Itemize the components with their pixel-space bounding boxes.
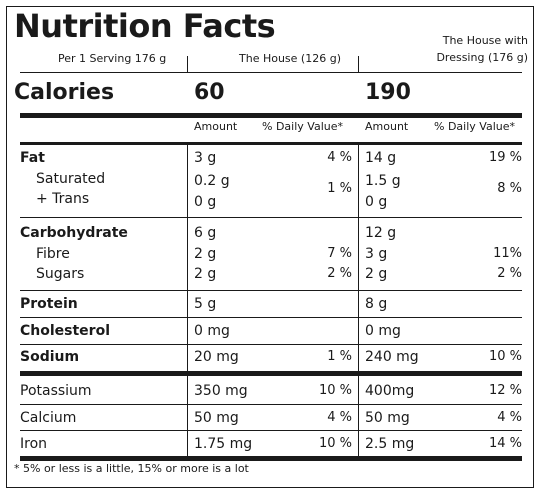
carbohydrate-label: Carbohydrate xyxy=(20,225,128,241)
rule xyxy=(20,317,522,318)
iron-col2-dv: 14 % xyxy=(488,436,522,451)
rule xyxy=(20,430,522,431)
saturated-label: Saturated xyxy=(36,171,106,187)
panel-title: Nutrition Facts xyxy=(14,7,276,45)
calories-rule xyxy=(20,113,522,118)
footer-rule xyxy=(20,456,522,461)
fibre-col2: 3 g xyxy=(365,246,388,262)
iron-col2: 2.5 mg xyxy=(365,436,415,452)
rule xyxy=(20,344,522,345)
saturated-col2: 1.5 g xyxy=(365,173,401,189)
trans-label: + Trans xyxy=(36,191,90,207)
cholesterol-col1: 0 mg xyxy=(194,323,230,339)
footnote: * 5% or less is a little, 15% or more is… xyxy=(14,462,249,475)
calories-value-col2: 190 xyxy=(365,80,411,105)
sugars-col1: 2 g xyxy=(194,266,217,282)
protein-col1: 5 g xyxy=(194,296,217,312)
column-divider xyxy=(187,56,188,72)
potassium-label: Potassium xyxy=(20,383,92,399)
fibre-col1-dv: 7 % xyxy=(327,246,352,261)
fibre-col2-dv: 11% xyxy=(493,246,522,261)
protein-label: Protein xyxy=(20,296,78,312)
fat-col1-dv: 4 % xyxy=(327,150,352,165)
sodium-col2: 240 mg xyxy=(365,349,419,365)
calcium-col1-dv: 4 % xyxy=(327,410,352,425)
amount-label-col2: Amount xyxy=(365,120,409,133)
carbohydrate-col1: 6 g xyxy=(194,225,217,241)
minerals-rule xyxy=(20,371,522,376)
sodium-col1-dv: 1 % xyxy=(327,349,352,364)
potassium-col1-dv: 10 % xyxy=(318,383,352,398)
sugars-col2: 2 g xyxy=(365,266,388,282)
fibre-col1: 2 g xyxy=(194,246,217,262)
header-rule xyxy=(20,72,522,73)
fat-col1: 3 g xyxy=(194,150,217,166)
sugars-col1-dv: 2 % xyxy=(327,266,352,281)
calories-value-col1: 60 xyxy=(194,80,225,105)
iron-col1-dv: 10 % xyxy=(318,436,352,451)
amount-label-col1: Amount xyxy=(194,120,238,133)
carbohydrate-col2: 12 g xyxy=(365,225,397,241)
subhead-rule xyxy=(20,142,522,145)
column-divider xyxy=(358,142,359,456)
fat-label: Fat xyxy=(20,150,45,166)
trans-col2: 0 g xyxy=(365,194,388,210)
iron-label: Iron xyxy=(20,436,48,452)
sugars-col2-dv: 2 % xyxy=(497,266,522,281)
cholesterol-col2: 0 mg xyxy=(365,323,401,339)
column-2-header: The House with Dressing (176 g) xyxy=(436,34,528,64)
sat-trans-col2-dv: 8 % xyxy=(497,181,522,196)
calcium-col2: 50 mg xyxy=(365,410,410,426)
fibre-label: Fibre xyxy=(36,246,70,262)
fat-col2-dv: 19 % xyxy=(488,150,522,165)
serving-size: Per 1 Serving 176 g xyxy=(58,52,167,65)
protein-col2: 8 g xyxy=(365,296,388,312)
dv-label-col2: % Daily Value* xyxy=(434,120,515,133)
fat-col2: 14 g xyxy=(365,150,397,166)
column-divider xyxy=(187,142,188,456)
calories-label: Calories xyxy=(14,80,115,105)
trans-col1: 0 g xyxy=(194,194,217,210)
sat-trans-col1-dv: 1 % xyxy=(327,181,352,196)
rule xyxy=(20,217,522,218)
rule xyxy=(20,404,522,405)
sodium-col1: 20 mg xyxy=(194,349,239,365)
iron-col1: 1.75 mg xyxy=(194,436,253,452)
column-1-header: The House (126 g) xyxy=(239,52,341,65)
sodium-label: Sodium xyxy=(20,349,80,365)
calcium-col1: 50 mg xyxy=(194,410,239,426)
potassium-col1: 350 mg xyxy=(194,383,248,399)
cholesterol-label: Cholesterol xyxy=(20,323,110,339)
nutrition-facts-panel xyxy=(6,6,534,488)
calcium-label: Calcium xyxy=(20,410,77,426)
column-divider xyxy=(358,56,359,72)
saturated-col1: 0.2 g xyxy=(194,173,230,189)
dv-label-col1: % Daily Value* xyxy=(262,120,343,133)
potassium-col2-dv: 12 % xyxy=(488,383,522,398)
rule xyxy=(20,290,522,291)
sodium-col2-dv: 10 % xyxy=(488,349,522,364)
sugars-label: Sugars xyxy=(36,266,85,282)
potassium-col2: 400mg xyxy=(365,383,415,399)
calcium-col2-dv: 4 % xyxy=(497,410,522,425)
